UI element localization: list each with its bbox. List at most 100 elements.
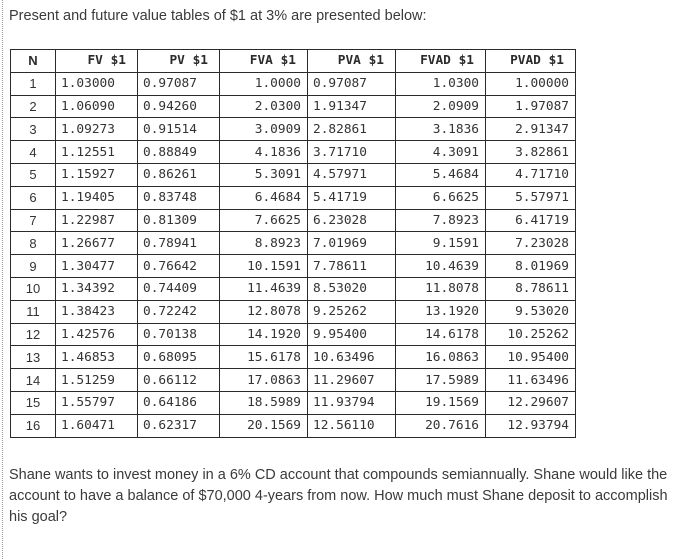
table-cell-pvad: 5.57971 [485, 185, 576, 210]
table-cell-pvad: 8.01969 [485, 254, 576, 278]
table-cell-n: 3 [10, 117, 56, 142]
table-cell-pva: 4.57971 [307, 162, 396, 187]
question-text: Shane wants to invest money in a 6% CD a… [9, 467, 668, 525]
table-cell-fva: 8.8923 [219, 231, 308, 256]
header-pva: PVA $1 [307, 49, 396, 73]
table-cell-fvad: 11.8078 [395, 276, 486, 301]
table-cell-fva: 2.0300 [219, 94, 308, 119]
table-cell-fv: 1.46853 [55, 345, 138, 370]
table-cell-pv: 0.62317 [137, 413, 220, 438]
table-cell-fvad: 5.4684 [395, 162, 486, 187]
table-cell-fvad: 19.1569 [395, 390, 486, 415]
table-cell-pva: 7.78611 [307, 254, 396, 278]
table-cell-pva: 5.41719 [307, 185, 396, 210]
table-row: 12 1.42576 0.70138 14.1920 9.95400 14.6178 10.… [10, 322, 576, 347]
header-fva: FVA $1 [219, 49, 308, 73]
table-cell-fva: 1.0000 [219, 71, 308, 96]
left-dotted-border [2, 0, 3, 559]
table-cell-fvad: 10.4639 [395, 254, 486, 278]
table-cell-fvad: 17.5989 [395, 368, 486, 392]
table-cell-fv: 1.22987 [55, 208, 138, 233]
table-cell-fvad: 7.8923 [395, 208, 486, 233]
table-cell-pvad: 9.53020 [485, 299, 576, 324]
table-cell-fva: 20.1569 [219, 413, 308, 438]
table-cell-fva: 18.5989 [219, 390, 308, 415]
table-cell-fvad: 14.6178 [395, 322, 486, 347]
table-cell-fva: 15.6178 [219, 345, 308, 370]
table-cell-pva: 7.01969 [307, 231, 396, 256]
table-cell-fvad: 6.6625 [395, 185, 486, 210]
table-cell-pv: 0.94260 [137, 94, 220, 119]
table-cell-fv: 1.30477 [55, 254, 138, 278]
table-cell-fv: 1.03000 [55, 71, 138, 96]
table-cell-fv: 1.06090 [55, 94, 138, 119]
table-cell-n: 7 [10, 208, 56, 233]
table-cell-pv: 0.64186 [137, 390, 220, 415]
table-row: 15 1.55797 0.64186 18.5989 11.93794 19.1569 12… [10, 390, 576, 415]
table-header-row: N FV $1 PV $1 FVA $1 PVA $1 FVAD $1 PVAD… [10, 49, 576, 73]
table-cell-pva: 9.95400 [307, 322, 396, 347]
table-cell-pvad: 10.25262 [485, 322, 576, 347]
table-cell-pvad: 1.00000 [485, 71, 576, 96]
table-cell-pva: 3.71710 [307, 140, 396, 164]
table-cell-fv: 1.42576 [55, 322, 138, 347]
table-cell-fvad: 9.1591 [395, 231, 486, 256]
table-cell-pva: 11.29607 [307, 368, 396, 392]
table-cell-pva: 10.63496 [307, 345, 396, 370]
table-cell-pva: 12.56110 [307, 413, 396, 438]
table-cell-fvad: 13.1920 [395, 299, 486, 324]
table-cell-fvad: 4.3091 [395, 140, 486, 164]
table-cell-pva: 8.53020 [307, 276, 396, 301]
table-cell-fva: 5.3091 [219, 162, 308, 187]
table-cell-fva: 6.4684 [219, 185, 308, 210]
table-cell-fvad: 3.1836 [395, 117, 486, 142]
table-row: 16 1.60471 0.62317 20.1569 12.56110 20.7616 12… [10, 413, 576, 438]
table-cell-fvad: 20.7616 [395, 413, 486, 438]
table-cell-pva: 6.23028 [307, 208, 396, 233]
table-cell-pvad: 2.91347 [485, 117, 576, 142]
table-cell-pvad: 10.95400 [485, 345, 576, 370]
table-cell-fv: 1.15927 [55, 162, 138, 187]
table-cell-fva: 7.6625 [219, 208, 308, 233]
table-cell-fva: 3.0909 [219, 117, 308, 142]
table-cell-fva: 10.1591 [219, 254, 308, 278]
table-cell-pv: 0.81309 [137, 208, 220, 233]
table-cell-pv: 0.66112 [137, 368, 220, 392]
table-cell-n: 9 [10, 254, 56, 278]
table-cell-n: 11 [10, 299, 56, 324]
table-cell-pv: 0.76642 [137, 254, 220, 278]
table-cell-n: 2 [10, 94, 56, 119]
table-cell-fva: 11.4639 [219, 276, 308, 301]
table-cell-pv: 0.88849 [137, 140, 220, 164]
table-row: 13 1.46853 0.68095 15.6178 10.63496 16.0863 10… [10, 345, 576, 370]
table-cell-n: 14 [10, 368, 56, 392]
table-cell-fva: 4.1836 [219, 140, 308, 164]
table-cell-n: 13 [10, 345, 56, 370]
table-cell-pvad: 12.93794 [485, 413, 576, 438]
intro-text: Present and future value tables of $1 at… [9, 8, 427, 24]
value-table: N FV $1 PV $1 FVA $1 PVA $1 FVAD $1 PVAD… [10, 49, 576, 438]
table-cell-pv: 0.97087 [137, 71, 220, 96]
table-row: 11 1.38423 0.72242 12.8078 9.25262 13.1920 9.5… [10, 299, 576, 324]
table-cell-pv: 0.68095 [137, 345, 220, 370]
header-fvad: FVAD $1 [395, 49, 486, 73]
table-cell-pva: 1.91347 [307, 94, 396, 119]
table-cell-pv: 0.78941 [137, 231, 220, 256]
table-cell-n: 10 [10, 276, 56, 301]
header-pvad: PVAD $1 [485, 49, 576, 73]
table-cell-pvad: 8.78611 [485, 276, 576, 301]
table-row: 14 1.51259 0.66112 17.0863 11.29607 17.5989 11… [10, 368, 576, 392]
table-row: 8 1.26677 0.78941 8.8923 7.01969 9.1591 7.2302… [10, 231, 576, 256]
table-cell-fv: 1.19405 [55, 185, 138, 210]
table-cell-fvad: 1.0300 [395, 71, 486, 96]
table-cell-fvad: 16.0863 [395, 345, 486, 370]
table-cell-pvad: 11.63496 [485, 368, 576, 392]
table-cell-pv: 0.83748 [137, 185, 220, 210]
table-cell-n: 15 [10, 390, 56, 415]
table-row: 10 1.34392 0.74409 11.4639 8.53020 11.8078 8.7… [10, 276, 576, 301]
table-cell-n: 1 [10, 71, 56, 96]
table-cell-pvad: 1.97087 [485, 94, 576, 119]
table-row: 7 1.22987 0.81309 7.6625 6.23028 7.8923 6.4171… [10, 208, 576, 233]
table-row: 1 1.03000 0.97087 1.0000 0.97087 1.0300 1.0000… [10, 71, 576, 96]
table-cell-n: 6 [10, 185, 56, 210]
